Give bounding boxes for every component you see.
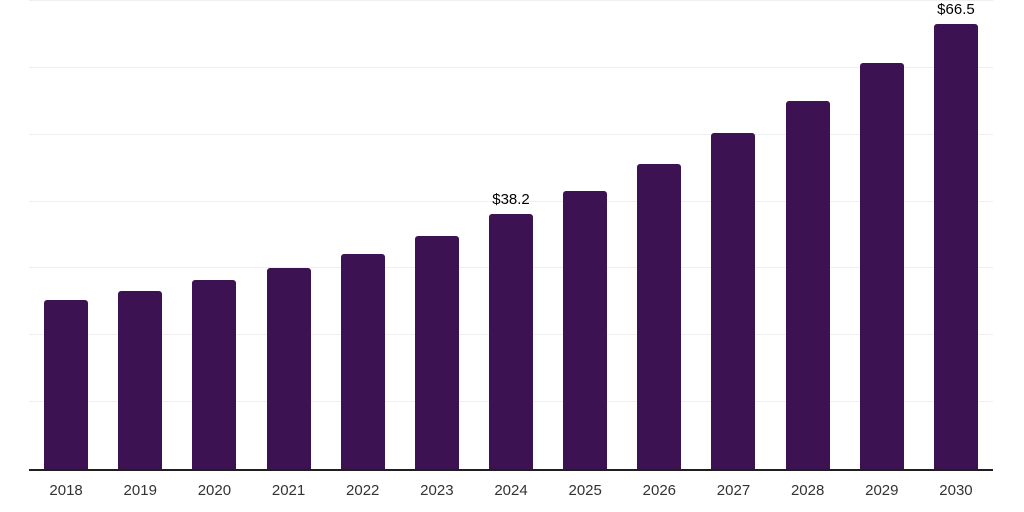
bar-2026 (637, 164, 682, 469)
bar-slot-2023 (400, 0, 474, 469)
bar-2030 (933, 24, 978, 469)
x-tick-label-2021: 2021 (271, 482, 306, 499)
bar-2027 (711, 133, 756, 469)
bars-container: $38.2 $66.5 (29, 0, 993, 469)
x-tick-label-2018: 2018 (49, 482, 83, 499)
bar-2021 (266, 267, 311, 469)
x-tick-label-2020: 2020 (197, 482, 232, 499)
x-axis-labels: 2018 2019 2020 2021 2022 2023 2024 2025 2026 2027… (29, 482, 993, 499)
x-tick-label-2025: 2025 (568, 482, 602, 499)
bar-slot-2018 (29, 0, 103, 469)
bar-slot-2026 (622, 0, 696, 469)
gridline-40 (29, 200, 993, 202)
bar-2029 (859, 63, 904, 469)
x-tick-label-2023: 2023 (420, 482, 454, 499)
bar-2020 (192, 279, 237, 469)
gridline-70 (29, 0, 993, 1)
bar-2028 (785, 101, 830, 469)
bar-slot-2019 (103, 0, 177, 469)
x-tick-label-2028: 2028 (790, 482, 825, 499)
data-label-2024: $38.2 (492, 190, 530, 208)
x-tick-label-2022: 2022 (346, 482, 380, 499)
bar-2025 (563, 190, 608, 469)
bar-slot-2027 (696, 0, 770, 469)
bar-slot-2029 (845, 0, 919, 469)
x-tick-label-2024: 2024 (494, 482, 528, 499)
bar-2022 (340, 253, 385, 469)
bar-slot-2028 (771, 0, 845, 469)
bar-slot-2021 (251, 0, 325, 469)
bar-slot-2025 (548, 0, 622, 469)
gridline-50 (29, 133, 993, 135)
bar-2024 (489, 213, 534, 469)
bar-slot-2020 (177, 0, 251, 469)
x-tick-label-2029: 2029 (865, 482, 899, 499)
x-tick-label-2027: 2027 (716, 482, 751, 499)
bar-slot-2030: $66.5 (919, 0, 993, 469)
bar-slot-2024: $38.2 (474, 0, 548, 469)
plot-area: $38.2 $66.5 (29, 0, 993, 471)
data-label-2030: $66.5 (937, 1, 975, 19)
x-tick-label-2019: 2019 (123, 482, 157, 499)
gridline-60 (29, 66, 993, 68)
bar-2018 (44, 299, 89, 469)
x-tick-label-2026: 2026 (642, 482, 677, 499)
x-tick-label-2030: 2030 (939, 482, 973, 499)
bar-2019 (118, 290, 163, 469)
bar-2023 (414, 235, 459, 469)
bar-slot-2022 (326, 0, 400, 469)
